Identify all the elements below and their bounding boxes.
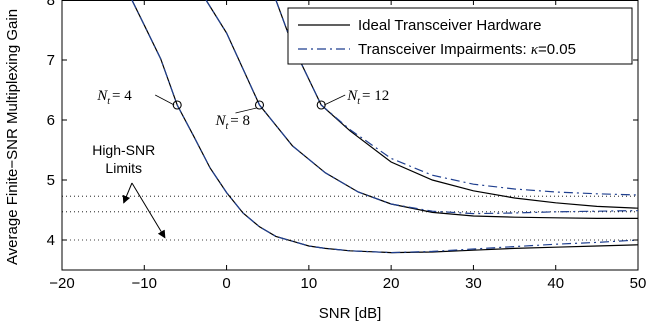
marker-label-value: = 4 <box>112 88 132 104</box>
marker-leader <box>235 107 257 114</box>
legend-label-ideal: Ideal Transceiver Hardware <box>358 17 541 34</box>
annotation-text: High-SNR <box>92 142 155 158</box>
marker-label-value: = 8 <box>230 113 250 129</box>
y-axis-ticks: 4 5 6 7 8 <box>47 0 638 249</box>
x-tick-label: 40 <box>547 275 564 292</box>
y-tick-label: 5 <box>47 172 55 189</box>
marker-label: Nt = 4 <box>96 88 132 107</box>
marker-leader <box>324 94 346 106</box>
legend: Ideal Transceiver Hardware Transceiver I… <box>287 7 633 65</box>
legend-kappa-symbol: κ <box>531 42 539 58</box>
x-tick-label: −20 <box>49 275 74 292</box>
legend-box <box>287 7 633 65</box>
marker-label-subscript: t <box>107 96 110 107</box>
annotation-layer: High-SNR Limits <box>92 142 166 239</box>
annotation-arrow <box>131 182 166 239</box>
y-tick-label: 8 <box>47 0 55 9</box>
marker-label-symbol: N <box>346 88 358 104</box>
y-tick-label: 4 <box>47 232 55 249</box>
x-tick-label: 50 <box>630 275 647 292</box>
series-layer <box>131 0 638 254</box>
y-axis-label: Average Finite−SNR Multiplexing Gain <box>4 9 21 265</box>
marker-layer: Nt = 4Nt = 8Nt = 12 <box>96 88 389 132</box>
marker-circle <box>316 100 326 110</box>
series-line-impair_nt4 <box>131 0 638 254</box>
marker-label-subscript: t <box>357 96 360 107</box>
legend-label-impairments-text: Transceiver Impairments: <box>358 41 531 58</box>
y-tick-label: 6 <box>47 112 55 129</box>
marker-circle <box>254 100 265 110</box>
x-tick-label: −10 <box>132 275 157 292</box>
x-tick-label: 0 <box>222 275 230 292</box>
series-line-ideal_nt12 <box>275 0 638 209</box>
marker-label: Nt = 12 <box>346 88 389 107</box>
marker-label: Nt = 8 <box>214 113 250 132</box>
x-tick-label: 20 <box>383 275 400 292</box>
x-tick-label: 10 <box>301 275 318 292</box>
marker-leader <box>155 94 175 106</box>
marker-label-subscript: t <box>226 121 229 132</box>
marker-label-value: = 12 <box>362 88 389 104</box>
marker-label-symbol: N <box>96 88 108 104</box>
x-tick-label: 30 <box>465 275 482 292</box>
marker-circle <box>172 100 182 110</box>
legend-kappa-value: =0.05 <box>538 41 576 58</box>
series-line-impair_nt8 <box>205 0 638 215</box>
x-axis-ticks: −20 −10 0 10 20 30 40 50 <box>49 0 646 292</box>
marker-label-symbol: N <box>214 113 226 129</box>
annotation-arrow <box>122 182 133 204</box>
x-axis-label: SNR [dB] <box>319 305 382 321</box>
y-tick-label: 7 <box>47 52 55 69</box>
legend-label-impairments: Transceiver Impairments: κ=0.05 <box>358 41 576 58</box>
annotation-text: Limits <box>105 160 142 176</box>
series-line-impair_nt12 <box>275 0 638 196</box>
